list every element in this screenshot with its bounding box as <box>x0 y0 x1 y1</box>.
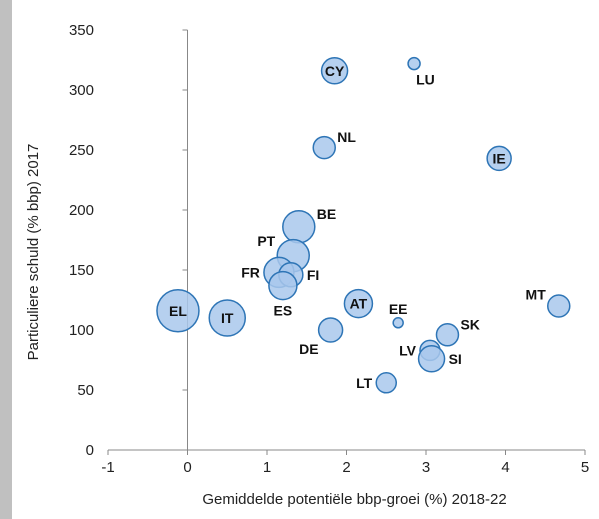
y-tick-label: 350 <box>69 22 94 39</box>
bubble-si <box>417 345 446 373</box>
bubble-be <box>282 210 316 244</box>
bubble-cy <box>320 57 349 85</box>
point-label-lt: LT <box>356 375 373 391</box>
point-label-sk: SK <box>460 316 479 332</box>
x-tick-label: 1 <box>263 459 271 476</box>
y-axis-title: Particuliere schuld (% bbp) 2017 <box>25 144 42 361</box>
y-tick-label: 0 <box>86 442 94 459</box>
y-tick-label: 150 <box>69 262 94 279</box>
point-label-fr: FR <box>241 264 260 280</box>
x-tick-label: 5 <box>581 459 589 476</box>
point-label-fi: FI <box>307 267 319 283</box>
point-label-pt: PT <box>257 233 275 249</box>
bubble-ee <box>392 317 404 329</box>
y-tick-label: 250 <box>69 142 94 159</box>
point-labels: LU CY NL IE BE PT FR FI ES AT EL IT MT EE SK DE LV SI LT <box>169 63 546 391</box>
point-label-at: AT <box>350 296 368 312</box>
bubble-lu <box>407 56 421 71</box>
point-label-de: DE <box>299 341 318 357</box>
x-tick-label: 4 <box>501 459 509 476</box>
bubble-de <box>317 317 344 343</box>
bubble-es <box>268 270 298 301</box>
point-label-mt: MT <box>526 286 547 302</box>
x-tick-label: -1 <box>101 459 114 476</box>
x-tick-label: 0 <box>183 459 191 476</box>
x-tick-label: 2 <box>342 459 350 476</box>
point-label-si: SI <box>449 351 462 367</box>
point-label-it: IT <box>221 310 234 326</box>
point-label-be: BE <box>317 206 336 222</box>
bubble-ie <box>486 145 512 172</box>
x-tick-label: 3 <box>422 459 430 476</box>
x-axis-title: Gemiddelde potentiële bbp-groei (%) 2018… <box>202 491 506 508</box>
point-label-lu: LU <box>416 72 435 88</box>
bubble-it <box>208 299 246 337</box>
y-tick-label: 50 <box>77 382 94 399</box>
point-label-ie: IE <box>493 150 506 166</box>
bubble-mt <box>547 294 571 318</box>
point-label-nl: NL <box>337 129 356 145</box>
point-label-es: ES <box>274 303 293 319</box>
y-tick-label: 100 <box>69 322 94 339</box>
bubbles <box>156 56 571 394</box>
bubble-el <box>156 289 200 333</box>
point-label-cy: CY <box>325 63 345 79</box>
bubble-at <box>343 288 374 319</box>
y-tick-label: 300 <box>69 82 94 99</box>
point-label-lv: LV <box>399 342 417 358</box>
bubble-sk <box>435 323 460 347</box>
bubble-nl <box>312 135 336 160</box>
chart-frame: -1 0 1 2 3 4 5 0 50 100 150 200 250 300 350 LU CY NL IE BE… <box>12 0 599 519</box>
point-label-ee: EE <box>389 301 408 317</box>
bubble-lt <box>375 372 397 394</box>
point-label-el: EL <box>169 303 187 319</box>
y-tick-label: 200 <box>69 202 94 219</box>
